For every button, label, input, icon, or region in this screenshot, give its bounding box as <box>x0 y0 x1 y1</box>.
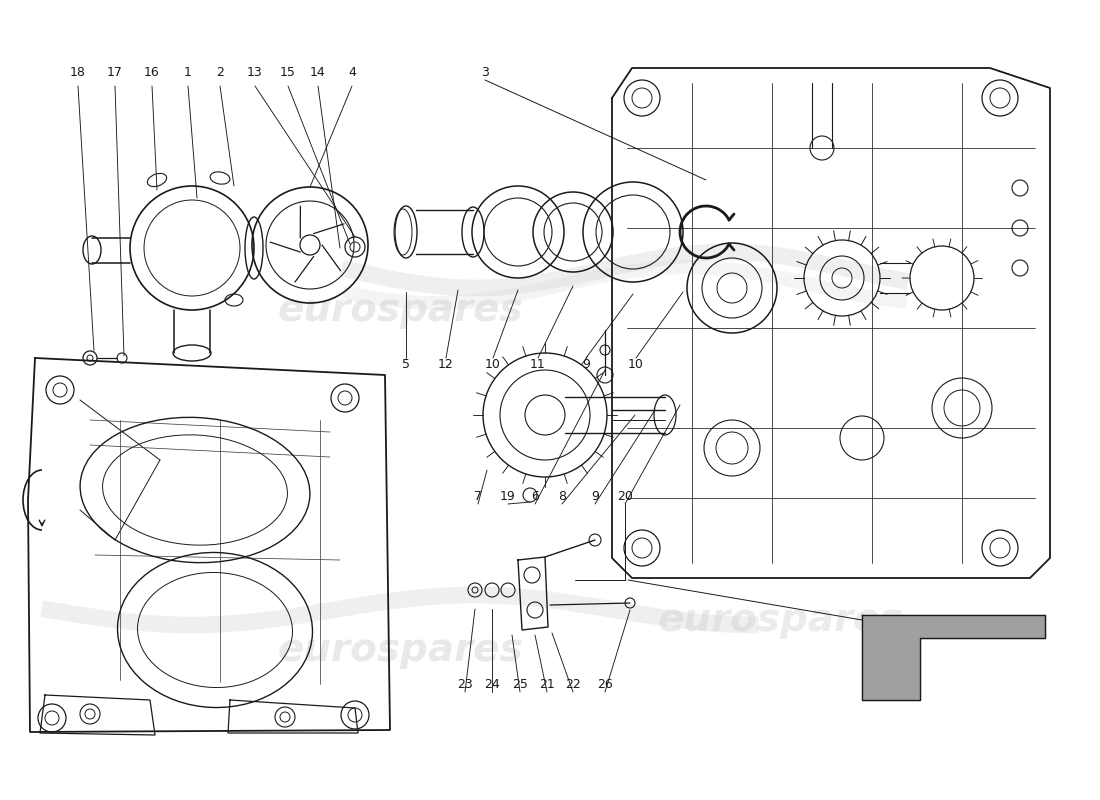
Text: 11: 11 <box>530 358 546 371</box>
Text: 10: 10 <box>485 358 501 371</box>
Text: 22: 22 <box>565 678 581 691</box>
Text: 24: 24 <box>484 678 499 691</box>
Text: 3: 3 <box>481 66 488 78</box>
Text: 9: 9 <box>591 490 598 503</box>
Text: 16: 16 <box>144 66 159 78</box>
Text: 13: 13 <box>248 66 263 78</box>
Text: 7: 7 <box>474 490 482 503</box>
Text: 19: 19 <box>500 490 516 503</box>
Text: 15: 15 <box>280 66 296 78</box>
Text: 14: 14 <box>310 66 326 78</box>
Text: 12: 12 <box>438 358 454 371</box>
Text: 21: 21 <box>539 678 554 691</box>
Text: eurospares: eurospares <box>277 631 522 669</box>
Text: 20: 20 <box>617 490 632 503</box>
Text: 1: 1 <box>184 66 191 78</box>
Text: 6: 6 <box>531 490 539 503</box>
Text: 5: 5 <box>402 358 410 371</box>
Text: 26: 26 <box>597 678 613 691</box>
Text: 4: 4 <box>348 66 356 78</box>
Text: 25: 25 <box>513 678 528 691</box>
Text: 9: 9 <box>582 358 590 371</box>
Text: 18: 18 <box>70 66 86 78</box>
Text: 10: 10 <box>628 358 643 371</box>
Text: 2: 2 <box>216 66 224 78</box>
Text: 23: 23 <box>458 678 473 691</box>
Text: 17: 17 <box>107 66 123 78</box>
Text: eurospares: eurospares <box>657 601 903 639</box>
Text: eurospares: eurospares <box>277 291 522 329</box>
Text: 8: 8 <box>558 490 566 503</box>
Polygon shape <box>862 615 1045 700</box>
